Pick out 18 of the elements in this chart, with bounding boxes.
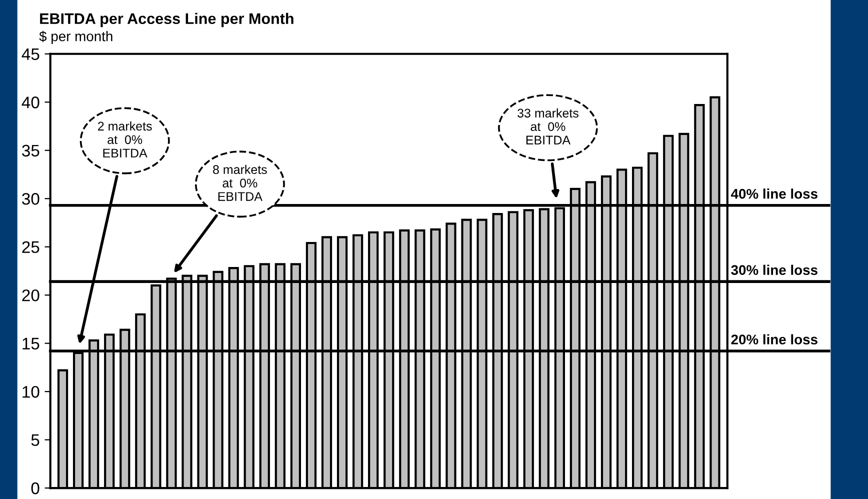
- annotation: 33 markets at 0% EBITDA: [518, 108, 578, 144]
- chart-title: EBITDA per Access Line per Month: [40, 12, 294, 28]
- y-tick-label: 45: [22, 48, 40, 60]
- y-tick-label: 15: [22, 338, 40, 350]
- y-tick-label: 30: [22, 193, 40, 205]
- y-tick-label: 10: [22, 386, 40, 398]
- annotation: 8 markets at 0% EBITDA: [213, 164, 267, 201]
- chart-subtitle: $ per month: [39, 30, 112, 44]
- ref-line-label: 40% line loss: [730, 188, 818, 199]
- y-tick-label: 35: [22, 144, 40, 157]
- y-tick-label: 25: [22, 241, 40, 254]
- ref-line-label: 30% line loss: [731, 264, 818, 275]
- y-tick-label: 5: [31, 434, 40, 446]
- y-tick-label: 40: [22, 96, 40, 108]
- y-tick-label: 0: [31, 482, 40, 494]
- annotation: 2 markets at 0% EBITDA: [98, 121, 152, 158]
- ref-line-label: 20% line loss: [731, 334, 818, 344]
- y-tick-label: 20: [22, 289, 40, 302]
